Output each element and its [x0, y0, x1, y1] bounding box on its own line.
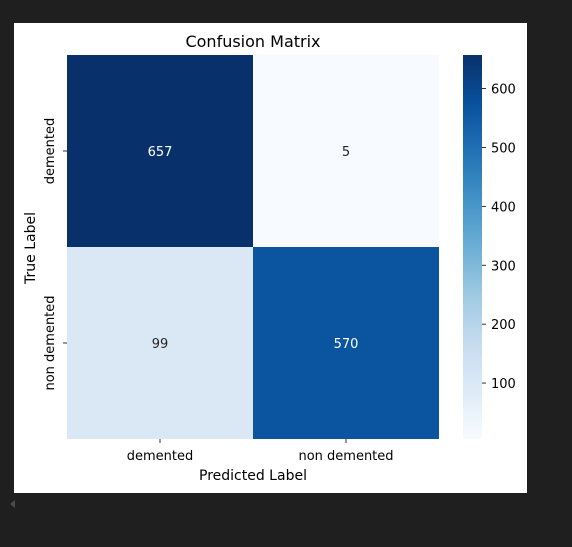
- heatmap-cell: [67, 247, 253, 439]
- y-tick-label: non demented: [43, 295, 58, 390]
- chart-title: Confusion Matrix: [185, 32, 320, 51]
- colorbar-tick-label: 200: [491, 318, 516, 333]
- chart-figure: Confusion Matrix 657 5 99 570 demented non d…: [14, 23, 527, 493]
- colorbar-tick-label: 400: [491, 200, 516, 215]
- y-tick-label: demented: [43, 118, 58, 185]
- x-axis-ticks: demented non demented: [127, 439, 394, 464]
- heatmap-cell: [253, 247, 439, 439]
- y-axis-label: True Label: [23, 212, 39, 285]
- colorbar-tick-label: 300: [491, 259, 516, 274]
- x-tick-label: non demented: [298, 449, 393, 464]
- y-axis-ticks: demented non demented: [43, 118, 67, 391]
- heatmap-annotations: 657 5 99 570: [148, 145, 359, 352]
- cell-value: 570: [334, 337, 359, 352]
- colorbar: [463, 55, 482, 439]
- scroll-left-icon[interactable]: [10, 500, 15, 508]
- x-tick-label: demented: [127, 449, 194, 464]
- cell-value: 657: [148, 145, 173, 160]
- cell-value: 99: [152, 337, 169, 352]
- colorbar-ticks: 100 200 300 400 500 600: [482, 83, 516, 392]
- heatmap-cells: [67, 55, 439, 439]
- top-edge-strip: [0, 0, 572, 6]
- heatmap-cell: [253, 55, 439, 247]
- heatmap-cell: [67, 55, 253, 247]
- colorbar-tick-label: 500: [491, 141, 516, 156]
- colorbar-tick-label: 600: [491, 83, 516, 98]
- cell-value: 5: [342, 145, 350, 160]
- confusion-matrix-chart: Confusion Matrix 657 5 99 570 demented non d…: [23, 32, 516, 484]
- x-axis-label: Predicted Label: [199, 468, 307, 484]
- colorbar-tick-label: 100: [491, 377, 516, 392]
